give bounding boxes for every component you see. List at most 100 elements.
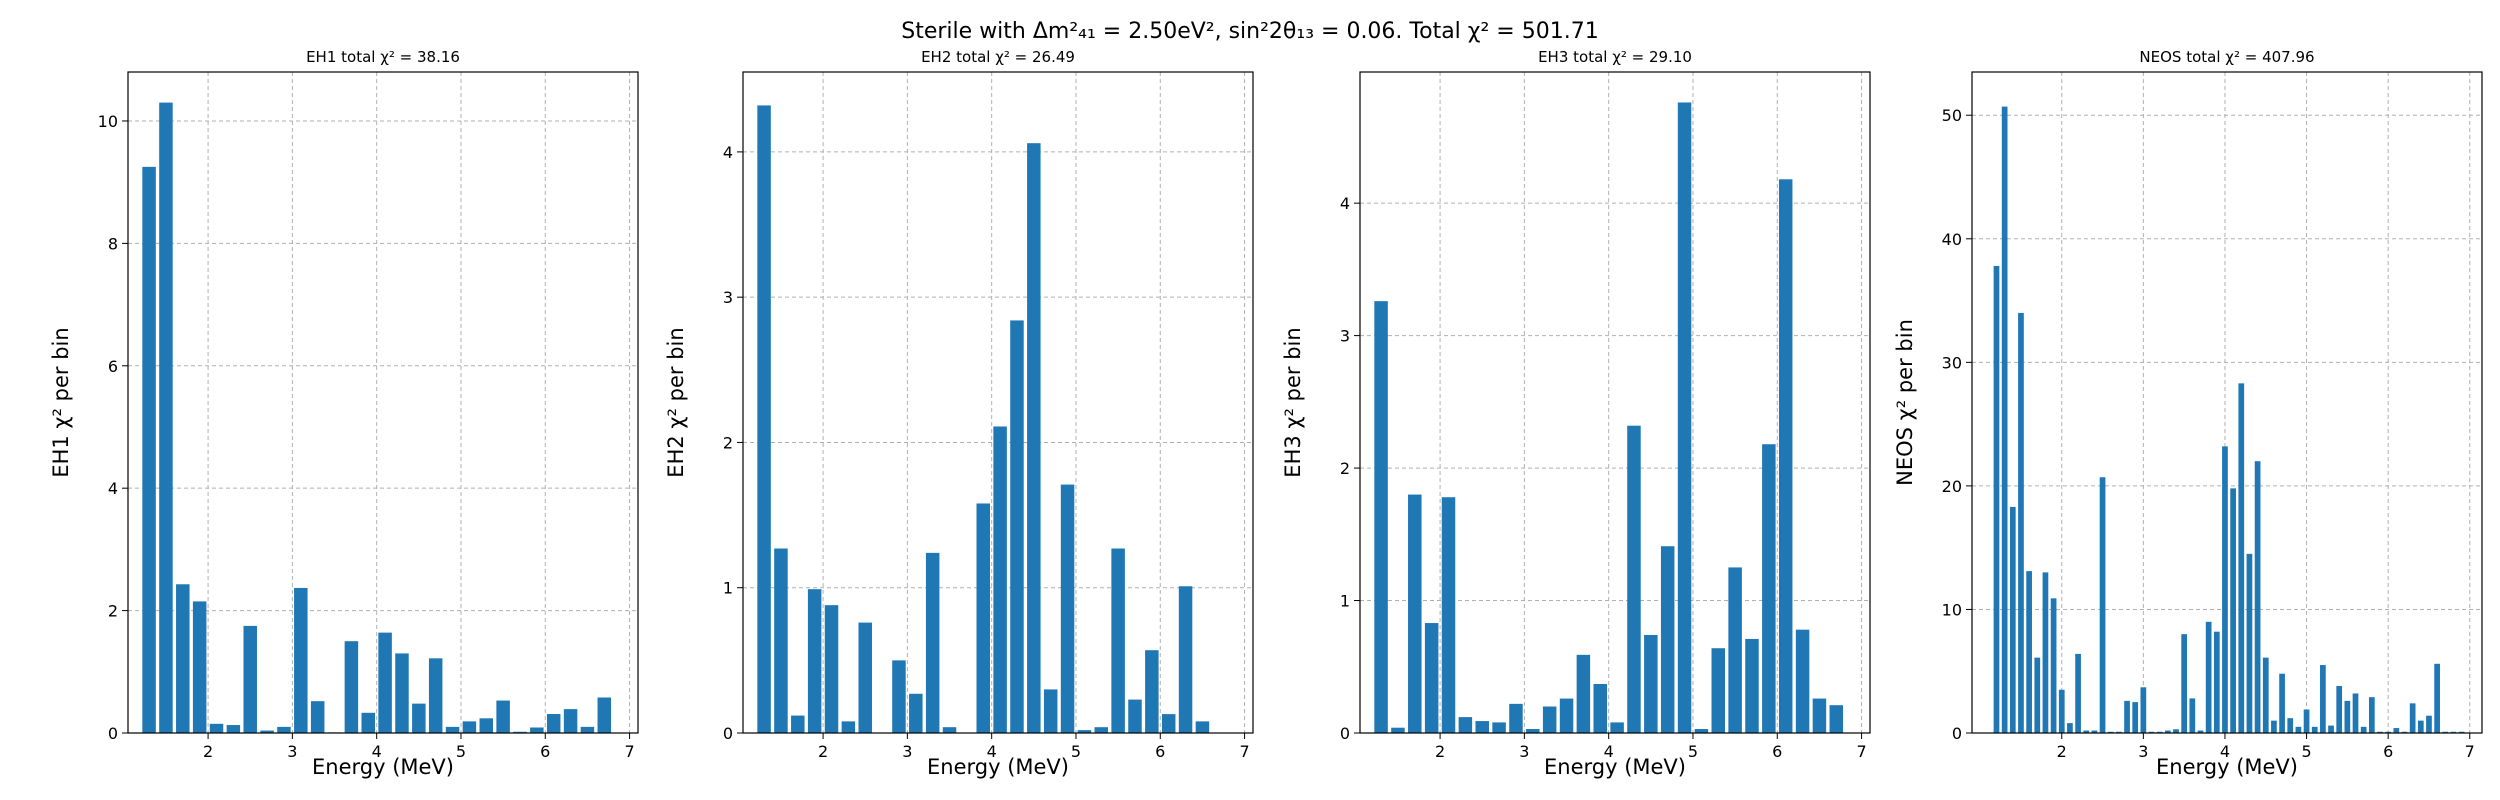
eh2-ylabel: EH2 χ² per bin bbox=[664, 327, 688, 477]
eh1-ytick-label: 2 bbox=[108, 602, 118, 621]
eh3-bar bbox=[1509, 703, 1523, 733]
eh1-bar bbox=[462, 721, 477, 733]
eh3-bar bbox=[1458, 717, 1473, 733]
eh3-bar bbox=[1762, 444, 1776, 733]
eh1-title: EH1 total χ² = 38.16 bbox=[306, 48, 460, 66]
eh1-axes-frame bbox=[127, 71, 639, 734]
eh2-xlabel: Energy (MeV) bbox=[927, 755, 1069, 779]
eh2-ytick-label: 0 bbox=[723, 724, 733, 743]
eh1-bar bbox=[428, 658, 443, 733]
neos-bar bbox=[2156, 731, 2163, 733]
neos-bar bbox=[2393, 728, 2400, 733]
neos-ytick-label: 10 bbox=[1942, 600, 1962, 619]
eh3-xtick-label: 4 bbox=[1604, 742, 1614, 761]
eh2-bar bbox=[993, 426, 1007, 733]
eh3-bar bbox=[1374, 301, 1388, 733]
neos-ytick-label: 30 bbox=[1942, 353, 1962, 372]
neos-xtick-label: 6 bbox=[2383, 742, 2393, 761]
eh2-bar bbox=[1145, 650, 1159, 733]
eh1-bar bbox=[361, 712, 375, 733]
eh1-panel: 2 3 4 5 6 7 0 2 4 6 8 10 EH1 total χ² = 38.16 Energy … bbox=[49, 48, 639, 779]
eh1-bar bbox=[209, 723, 224, 733]
neos-bar bbox=[2230, 488, 2236, 733]
neos-bar bbox=[2026, 571, 2032, 733]
neos-bar bbox=[2181, 634, 2188, 733]
eh1-xlabel: Energy (MeV) bbox=[312, 755, 454, 779]
eh2-bar bbox=[1195, 721, 1210, 733]
eh1-bar bbox=[412, 703, 426, 733]
eh1-xtick-label: 3 bbox=[287, 742, 297, 761]
eh1-ytick-label: 4 bbox=[108, 479, 118, 498]
eh3-xtick-label: 3 bbox=[1519, 742, 1529, 761]
eh3-bar bbox=[1812, 698, 1827, 733]
neos-bar bbox=[2458, 731, 2465, 733]
eh2-bar bbox=[909, 693, 923, 733]
neos-axes-frame bbox=[1971, 71, 2483, 734]
neos-bar bbox=[2279, 673, 2285, 733]
neos-bar bbox=[2075, 653, 2081, 733]
eh2-bar bbox=[1010, 320, 1024, 733]
eh2-xtick-label: 5 bbox=[1071, 742, 1081, 761]
eh3-panel: 2 3 4 5 6 7 0 1 2 3 4 EH3 total χ² = 29.10 Energy (M… bbox=[1281, 48, 1871, 779]
eh3-bar bbox=[1660, 546, 1675, 733]
neos-bar bbox=[2164, 730, 2171, 733]
eh1-bar bbox=[310, 701, 325, 733]
eh2-xtick-label: 2 bbox=[818, 742, 828, 761]
neos-bar bbox=[2271, 720, 2277, 733]
eh2-bar bbox=[757, 105, 771, 733]
eh2-xtick-label: 4 bbox=[987, 742, 997, 761]
eh3-bar bbox=[1711, 648, 1726, 733]
eh3-bar bbox=[1542, 706, 1557, 733]
eh1-bar bbox=[142, 166, 156, 734]
eh1-bar bbox=[260, 730, 274, 733]
eh3-bar bbox=[1526, 729, 1540, 733]
neos-bar bbox=[2034, 657, 2041, 733]
neos-bar bbox=[2173, 729, 2179, 733]
eh1-xtick-label: 5 bbox=[456, 742, 466, 761]
neos-bar bbox=[2132, 702, 2139, 733]
eh1-bar bbox=[159, 102, 173, 733]
neos-bar bbox=[2009, 506, 2016, 733]
eh2-bar bbox=[1077, 730, 1092, 733]
neos-xtick-label: 7 bbox=[2465, 742, 2475, 761]
neos-bar bbox=[2107, 731, 2114, 733]
eh1-bar bbox=[513, 731, 527, 733]
eh3-bar bbox=[1424, 623, 1439, 733]
neos-title: NEOS total χ² = 407.96 bbox=[2139, 48, 2314, 66]
eh3-bar bbox=[1745, 638, 1759, 733]
eh2-title: EH2 total χ² = 26.49 bbox=[921, 48, 1075, 66]
neos-bar bbox=[2018, 312, 2024, 733]
eh3-bar bbox=[1576, 654, 1591, 733]
neos-bar bbox=[2311, 726, 2318, 733]
neos-xtick-label: 3 bbox=[2138, 742, 2148, 761]
eh1-bar bbox=[243, 625, 257, 733]
eh3-bar bbox=[1441, 497, 1456, 733]
eh2-ytick-label: 2 bbox=[723, 433, 733, 452]
eh2-bar bbox=[774, 548, 788, 733]
neos-bar bbox=[2091, 730, 2098, 733]
eh3-axes-frame bbox=[1359, 71, 1871, 734]
eh2-bar bbox=[942, 727, 957, 733]
neos-ylabel: NEOS χ² per bin bbox=[1893, 319, 1917, 486]
eh1-bar bbox=[395, 653, 409, 733]
eh3-ytick-label: 3 bbox=[1340, 327, 1350, 346]
eh2-xtick-label: 7 bbox=[1239, 742, 1249, 761]
neos-bar bbox=[2442, 731, 2449, 733]
eh3-xtick-label: 2 bbox=[1435, 742, 1445, 761]
eh2-bar bbox=[1094, 727, 1109, 733]
neos-ytick-label: 0 bbox=[1952, 724, 1962, 743]
eh1-xtick-label: 4 bbox=[372, 742, 382, 761]
eh2-bar bbox=[807, 589, 822, 733]
eh2-xtick-label: 3 bbox=[902, 742, 912, 761]
eh1-bar bbox=[530, 727, 544, 733]
neos-xtick-label: 2 bbox=[2057, 742, 2067, 761]
neos-panel: 2 3 4 5 6 7 0 10 20 30 40 50 NEOS total χ² = 407.96 E… bbox=[1893, 48, 2483, 779]
eh2-ytick-label: 4 bbox=[723, 143, 733, 162]
neos-ytick-label: 50 bbox=[1942, 106, 1962, 125]
eh3-bar bbox=[1795, 629, 1810, 733]
neos-bar bbox=[2450, 731, 2457, 733]
eh2-bar bbox=[791, 715, 805, 733]
neos-bar bbox=[2344, 700, 2351, 733]
eh3-bar bbox=[1610, 722, 1624, 733]
eh3-bar bbox=[1492, 722, 1506, 733]
